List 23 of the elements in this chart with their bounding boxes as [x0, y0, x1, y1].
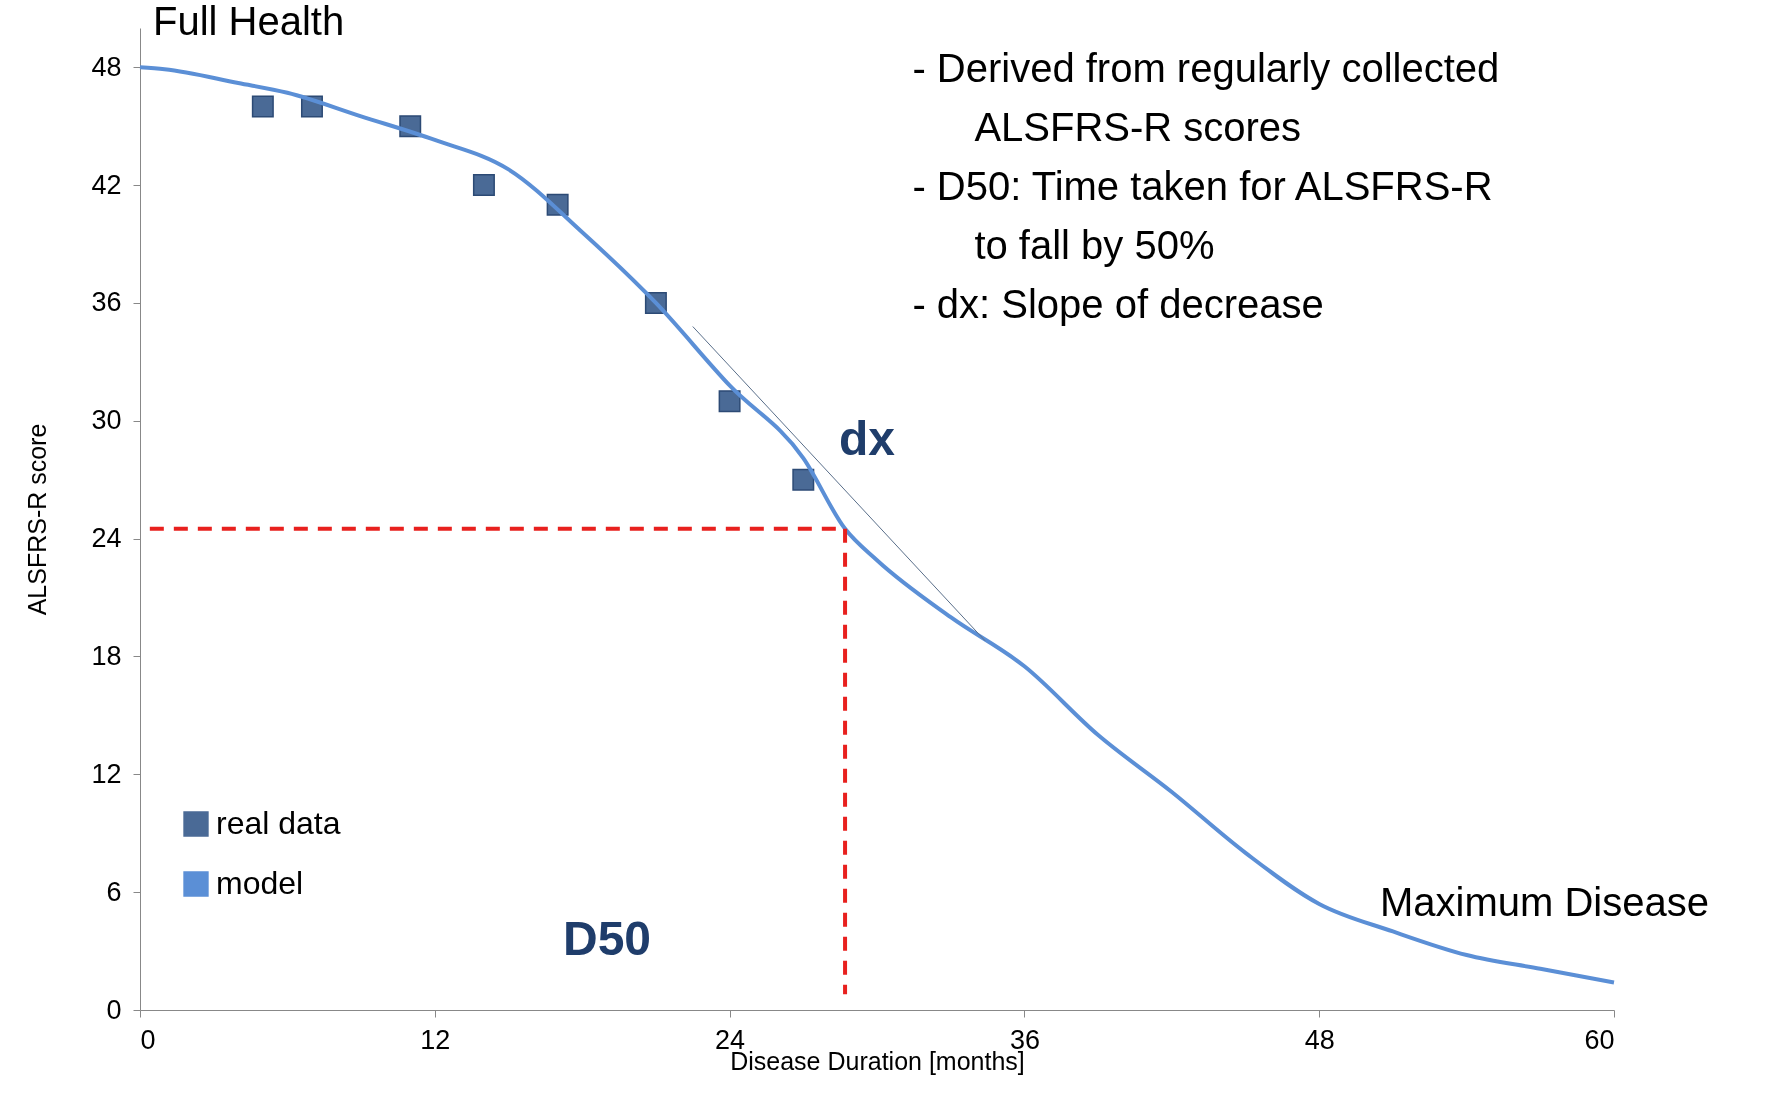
annotation: - dx: Slope of decrease — [912, 282, 1324, 326]
annotation: D50 — [563, 912, 652, 965]
y-tick-label: 42 — [91, 169, 122, 200]
y-tick-label: 0 — [106, 994, 122, 1025]
legend-label: real data — [216, 805, 341, 841]
annotation: Maximum Disease — [1380, 880, 1709, 924]
x-tick-label: 48 — [1304, 1024, 1335, 1055]
y-tick-label: 30 — [91, 405, 122, 436]
annotation: Full Health — [153, 0, 345, 43]
annotation: - D50: Time taken for ALSFRS-R to fall by 50% — [912, 164, 1493, 267]
y-tick-label: 24 — [91, 523, 122, 554]
y-tick-label: 36 — [91, 287, 122, 318]
legend-label: model — [216, 865, 304, 901]
y-tick-label: 18 — [91, 640, 122, 671]
y-axis-title: ALSFRS-R score — [23, 423, 52, 616]
y-tick-label: 12 — [91, 758, 122, 789]
x-tick-label: 60 — [1584, 1024, 1615, 1055]
x-tick-label: 0 — [140, 1024, 156, 1055]
annotation: - Derived from regularly collected ALSFRS-R scores — [912, 46, 1500, 149]
y-tick-label: 6 — [106, 876, 122, 907]
annotation: dx — [839, 412, 896, 465]
x-tick-label: 12 — [420, 1024, 451, 1055]
y-tick-label: 48 — [91, 51, 122, 82]
